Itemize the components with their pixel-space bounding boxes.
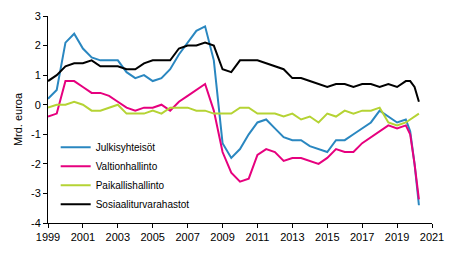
svg-text:2011: 2011	[246, 231, 270, 243]
svg-text:2021: 2021	[420, 231, 444, 243]
svg-text:Julkisyhteisöt: Julkisyhteisöt	[96, 142, 156, 153]
svg-text:3: 3	[35, 10, 41, 22]
svg-text:1999: 1999	[36, 231, 60, 243]
svg-text:2013: 2013	[280, 231, 304, 243]
svg-text:-2: -2	[31, 158, 41, 170]
svg-text:Paikallishallinto: Paikallishallinto	[96, 180, 165, 191]
svg-text:Mrd. euroa: Mrd. euroa	[12, 92, 24, 146]
svg-text:Valtionhallinto: Valtionhallinto	[96, 161, 158, 172]
svg-text:2017: 2017	[350, 231, 374, 243]
svg-text:2007: 2007	[175, 231, 199, 243]
svg-text:-3: -3	[31, 187, 41, 199]
svg-text:2005: 2005	[140, 231, 164, 243]
svg-text:2009: 2009	[210, 231, 234, 243]
svg-text:2019: 2019	[385, 231, 409, 243]
svg-text:1: 1	[35, 69, 41, 81]
svg-text:2: 2	[35, 39, 41, 51]
svg-text:2015: 2015	[315, 231, 339, 243]
svg-text:Sosiaaliturvarahastot: Sosiaaliturvarahastot	[96, 199, 190, 210]
svg-text:-1: -1	[31, 128, 41, 140]
svg-text:2001: 2001	[71, 231, 95, 243]
svg-text:-4: -4	[31, 217, 41, 229]
svg-text:0: 0	[35, 99, 41, 111]
svg-text:2003: 2003	[106, 231, 130, 243]
